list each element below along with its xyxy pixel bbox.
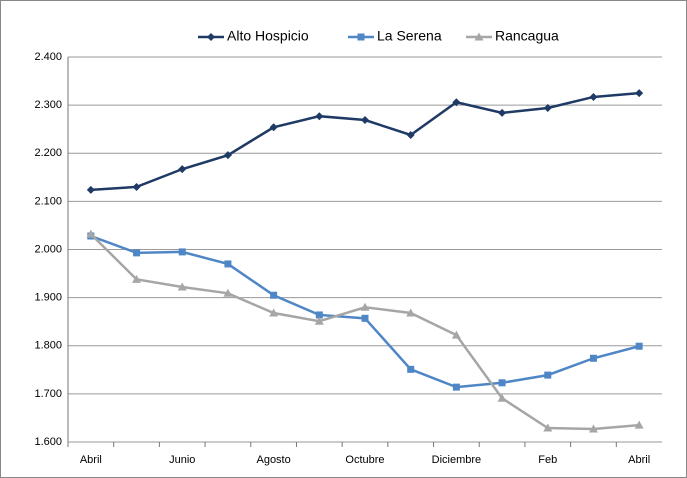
point [498, 379, 506, 387]
point [498, 108, 507, 117]
point [634, 420, 644, 429]
legend-label: La Serena [377, 28, 442, 44]
x-tick-label: Junio [169, 454, 195, 466]
point [588, 424, 598, 433]
point [635, 342, 643, 350]
point [178, 165, 187, 174]
point [315, 112, 324, 121]
point [269, 308, 279, 317]
x-tick-label: Feb [538, 454, 557, 466]
point [544, 371, 552, 379]
x-tick-label: Abril [628, 454, 650, 466]
point [315, 311, 323, 319]
point [360, 302, 370, 311]
point [270, 291, 278, 299]
y-tick-label: 1.800 [34, 340, 62, 352]
point [452, 98, 461, 107]
point [406, 130, 415, 139]
point [178, 248, 186, 256]
y-tick-label: 2.000 [34, 243, 62, 255]
point [635, 89, 644, 98]
point [132, 274, 142, 283]
y-tick-label: 2.100 [34, 195, 62, 207]
point [543, 423, 553, 432]
point [543, 104, 552, 113]
point [589, 354, 597, 362]
point [223, 288, 233, 297]
point [451, 330, 461, 339]
y-tick-label: 1.900 [34, 292, 62, 304]
point [361, 314, 369, 322]
point [452, 383, 460, 391]
point [407, 365, 415, 373]
point [361, 116, 369, 125]
point [497, 393, 507, 402]
x-tick-label: Octubre [345, 454, 384, 466]
x-tick-label: Abril [80, 454, 102, 466]
point [133, 249, 141, 257]
x-tick-label: Agosto [256, 454, 290, 466]
point [132, 182, 141, 191]
point [269, 123, 278, 132]
point [177, 282, 187, 291]
y-tick-label: 2.400 [34, 51, 62, 63]
x-tick-label: Diciembre [432, 454, 482, 466]
y-tick-label: 2.200 [34, 147, 62, 159]
legend-label: Rancagua [495, 28, 559, 44]
legend-marker [474, 32, 484, 41]
point [314, 316, 324, 325]
legend-marker [207, 33, 215, 41]
point [224, 260, 232, 268]
y-tick-label: 2.300 [34, 99, 62, 111]
legend-label: Alto Hospicio [227, 28, 309, 44]
point [406, 308, 416, 317]
point [86, 185, 95, 194]
y-tick-label: 1.600 [34, 436, 62, 448]
point [223, 151, 232, 160]
point [86, 229, 96, 238]
point [589, 92, 598, 101]
legend-marker [357, 33, 365, 41]
y-tick-label: 1.700 [34, 388, 62, 400]
